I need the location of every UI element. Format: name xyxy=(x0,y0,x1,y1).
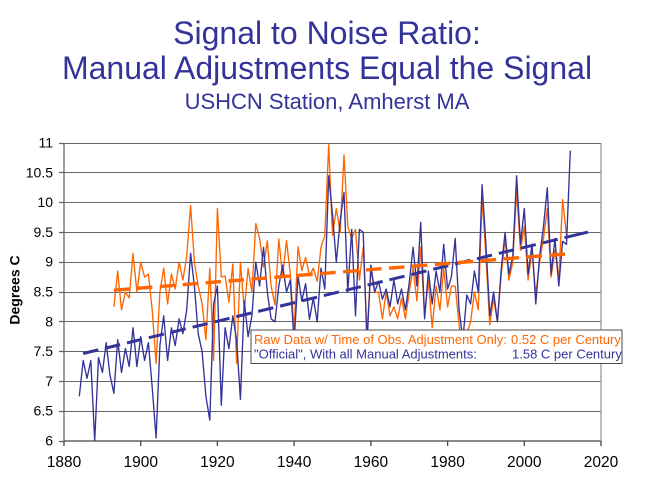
svg-text:10.5: 10.5 xyxy=(26,164,53,180)
svg-text:11: 11 xyxy=(38,135,53,151)
svg-text:1900: 1900 xyxy=(123,454,158,471)
svg-text:8: 8 xyxy=(45,313,53,329)
svg-text:7.5: 7.5 xyxy=(34,343,54,359)
svg-text:2000: 2000 xyxy=(507,454,542,471)
svg-text:6.5: 6.5 xyxy=(34,403,54,419)
svg-text:1980: 1980 xyxy=(430,454,465,471)
svg-text:0.52 C per Century: 0.52 C per Century xyxy=(511,332,621,347)
svg-text:10: 10 xyxy=(37,194,53,210)
svg-text:Degrees C: Degrees C xyxy=(7,255,23,324)
svg-text:9: 9 xyxy=(45,254,53,270)
svg-text:1960: 1960 xyxy=(354,454,389,471)
svg-text:1880: 1880 xyxy=(47,454,82,471)
svg-text:2020: 2020 xyxy=(584,454,619,471)
svg-text:1.58 C per Century: 1.58 C per Century xyxy=(512,347,622,362)
svg-text:9.5: 9.5 xyxy=(34,224,54,240)
svg-text:"Official", With all Manual Ad: "Official", With all Manual Adjustments: xyxy=(254,347,477,362)
svg-text:Raw Data w/ Time of Obs. Adjus: Raw Data w/ Time of Obs. Adjustment Only… xyxy=(254,332,507,347)
svg-text:8.5: 8.5 xyxy=(34,284,54,300)
svg-text:7: 7 xyxy=(45,373,53,389)
svg-text:1920: 1920 xyxy=(200,454,235,471)
svg-text:6: 6 xyxy=(45,433,53,449)
svg-text:1940: 1940 xyxy=(277,454,312,471)
